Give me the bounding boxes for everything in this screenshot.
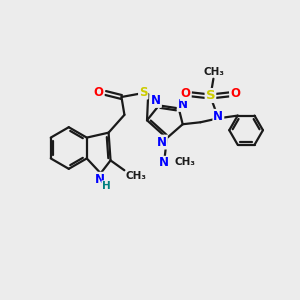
Text: N: N — [151, 94, 161, 107]
Text: CH₃: CH₃ — [175, 157, 196, 167]
Text: N: N — [95, 173, 105, 186]
Text: N: N — [213, 110, 224, 123]
Text: N: N — [157, 136, 167, 148]
Text: O: O — [94, 85, 104, 98]
Text: O: O — [230, 87, 240, 100]
Text: methyl: methyl — [128, 171, 132, 172]
Text: N: N — [159, 156, 169, 170]
Text: O: O — [181, 87, 191, 100]
Text: CH₃: CH₃ — [204, 67, 225, 77]
Text: H: H — [102, 181, 111, 191]
Text: CH₃: CH₃ — [125, 171, 146, 181]
Text: S: S — [206, 89, 215, 102]
Text: S: S — [139, 85, 148, 98]
Text: N: N — [178, 98, 188, 111]
